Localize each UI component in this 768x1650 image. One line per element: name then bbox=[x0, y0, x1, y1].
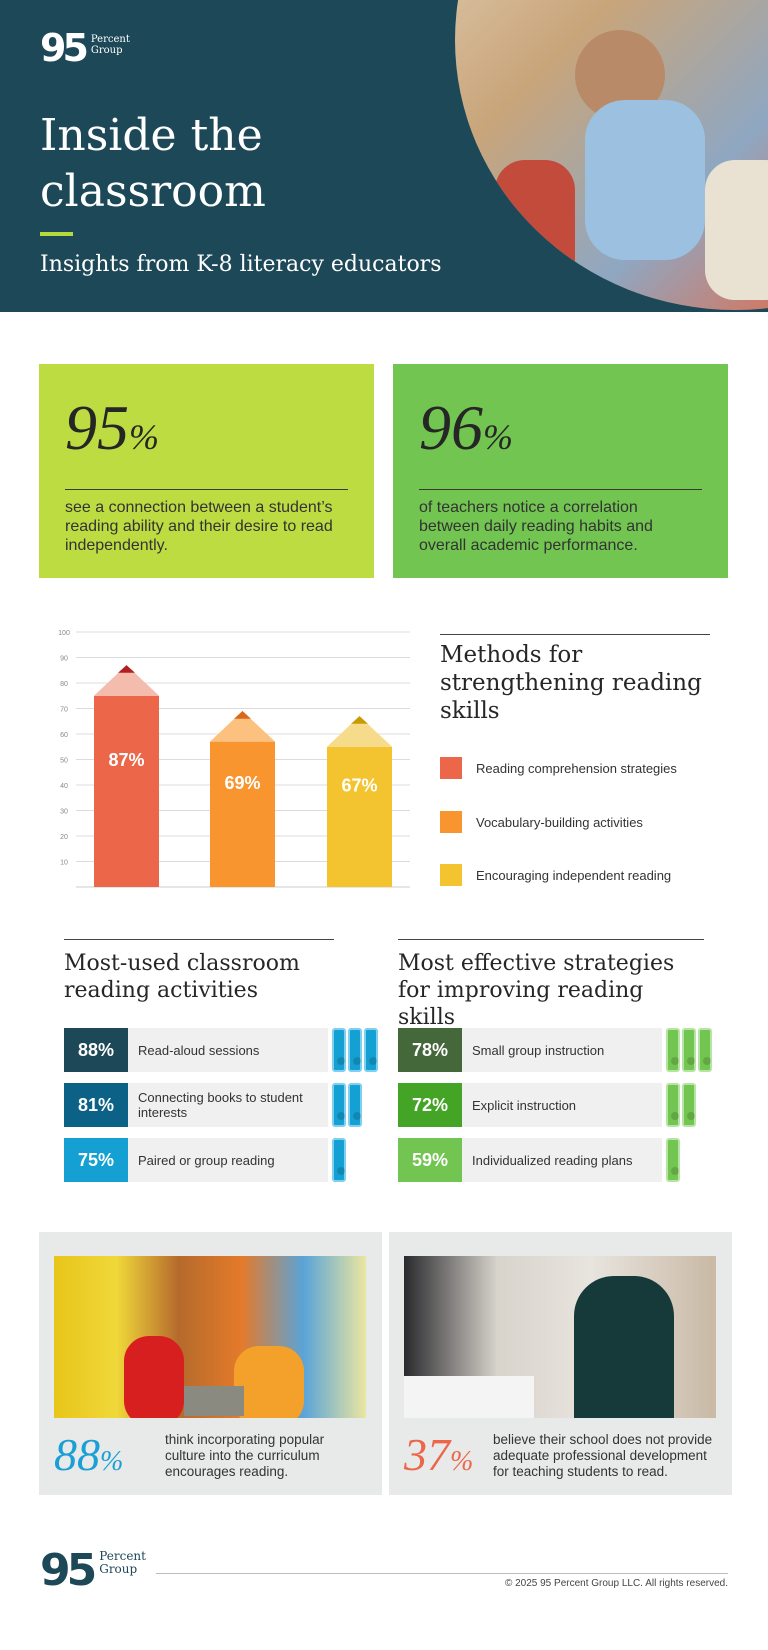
book-icon bbox=[348, 1028, 362, 1072]
legend-swatch bbox=[440, 811, 462, 833]
percent-badge: 78% bbox=[398, 1028, 462, 1072]
divider bbox=[419, 489, 702, 490]
percent-badge: 72% bbox=[398, 1083, 462, 1127]
book-icon bbox=[666, 1083, 680, 1127]
list-item: 81% Connecting books to student interests bbox=[64, 1083, 378, 1127]
bar-2 bbox=[327, 746, 392, 887]
book-icons bbox=[666, 1083, 696, 1127]
book-icon bbox=[332, 1083, 346, 1127]
stat-value: 37% bbox=[404, 1429, 474, 1480]
list-item: 88% Read-aloud sessions bbox=[64, 1028, 378, 1072]
y-tick-label: 10 bbox=[60, 860, 68, 867]
item-label: Explicit instruction bbox=[472, 1097, 577, 1113]
book-icons bbox=[332, 1138, 346, 1182]
percent-badge: 88% bbox=[64, 1028, 128, 1072]
stat-text: believe their school does not provide ad… bbox=[493, 1432, 713, 1479]
list-item: 72% Explicit instruction bbox=[398, 1083, 712, 1127]
list-item: 78% Small group instruction bbox=[398, 1028, 712, 1072]
percent-badge: 81% bbox=[64, 1083, 128, 1127]
legend-item: Reading comprehension strategies bbox=[440, 757, 677, 779]
book-icon bbox=[682, 1083, 696, 1127]
footer-divider bbox=[156, 1573, 728, 1574]
activities-title: Most-used classroom reading activities bbox=[64, 939, 334, 1004]
stat-card-37: 37% believe their school does not provid… bbox=[389, 1232, 732, 1495]
pencil-lead bbox=[118, 665, 135, 673]
stat-card-95: 95% see a connection between a student’s… bbox=[39, 364, 374, 578]
classroom-photo bbox=[455, 0, 768, 310]
legend-swatch bbox=[440, 864, 462, 886]
item-label: Connecting books to student interests bbox=[138, 1090, 303, 1120]
data-label: 87% bbox=[108, 750, 144, 770]
y-tick-label: 50 bbox=[60, 758, 68, 765]
stat-text: of teachers notice a correlation between… bbox=[419, 499, 653, 554]
logo: 95 Percent Group bbox=[40, 26, 130, 70]
book-icon bbox=[348, 1083, 362, 1127]
percent-badge: 59% bbox=[398, 1138, 462, 1182]
activities-list: 88% Read-aloud sessions 81% Connecting book… bbox=[64, 1028, 378, 1193]
item-label: Paired or group reading bbox=[138, 1152, 275, 1168]
pencil-tip bbox=[327, 716, 392, 747]
book-icons bbox=[666, 1138, 680, 1182]
book-icon bbox=[682, 1028, 696, 1072]
footer-logo: 95 Percent Group bbox=[40, 1545, 146, 1596]
list-item: 75% Paired or group reading bbox=[64, 1138, 378, 1182]
pencil-lead bbox=[351, 716, 368, 724]
y-tick-label: 70 bbox=[60, 707, 68, 714]
item-label: Read-aloud sessions bbox=[138, 1042, 260, 1058]
y-tick-label: 40 bbox=[60, 783, 68, 790]
chart-title: Methods for strengthening reading skills bbox=[440, 634, 710, 725]
stat-value: 88% bbox=[54, 1429, 124, 1480]
book-icon bbox=[698, 1028, 712, 1072]
y-tick-label: 20 bbox=[60, 834, 68, 841]
legend-item: Vocabulary-building activities bbox=[440, 811, 643, 833]
y-tick-label: 30 bbox=[60, 809, 68, 816]
stat-card-88: 88% think incorporating popular culture … bbox=[39, 1232, 382, 1495]
book-icons bbox=[666, 1028, 712, 1072]
y-tick-label: 90 bbox=[60, 656, 68, 663]
stat-card-96: 96% of teachers notice a correlation bet… bbox=[393, 364, 728, 578]
book-icon bbox=[332, 1138, 346, 1182]
data-label: 69% bbox=[224, 773, 260, 793]
y-tick-label: 100 bbox=[58, 630, 70, 637]
divider bbox=[65, 489, 348, 490]
stat-value: 95% bbox=[65, 392, 159, 463]
copyright: © 2025 95 Percent Group LLC. All rights … bbox=[504, 1578, 728, 1589]
pencil-bar-chart: 10 20 30 40 50 60 70 80 90 100 87% 69% 67% bbox=[58, 630, 410, 888]
stat-text: think incorporating popular culture into… bbox=[165, 1432, 325, 1479]
book-icon bbox=[666, 1028, 680, 1072]
page-subtitle: Insights from K-8 literacy educators bbox=[40, 252, 442, 277]
teacher-writing-photo bbox=[404, 1256, 716, 1418]
pencil-tip bbox=[94, 665, 159, 696]
legend-swatch bbox=[440, 757, 462, 779]
percent-badge: 75% bbox=[64, 1138, 128, 1182]
book-icon bbox=[332, 1028, 346, 1072]
data-label: 67% bbox=[341, 775, 377, 795]
stat-value: 96% bbox=[419, 392, 513, 463]
strategies-list: 78% Small group instruction 72% Explicit in… bbox=[398, 1028, 712, 1193]
book-icons bbox=[332, 1028, 378, 1072]
legend-item: Encouraging independent reading bbox=[440, 864, 671, 886]
page-title: Inside the classroom bbox=[40, 110, 266, 217]
pencil-tip bbox=[210, 711, 275, 742]
teacher-children-tablet-photo bbox=[54, 1256, 366, 1418]
book-icons bbox=[332, 1083, 362, 1127]
y-tick-label: 80 bbox=[60, 681, 68, 688]
book-icon bbox=[666, 1138, 680, 1182]
stat-text: see a connection between a student’s rea… bbox=[65, 499, 333, 554]
pencil-lead bbox=[234, 711, 251, 719]
accent-divider bbox=[40, 232, 73, 236]
item-label: Individualized reading plans bbox=[472, 1152, 633, 1168]
hero-header: 95 Percent Group Inside the classroom Insi… bbox=[0, 0, 768, 312]
bar-0 bbox=[94, 695, 159, 887]
y-tick-label: 60 bbox=[60, 732, 68, 739]
list-item: 59% Individualized reading plans bbox=[398, 1138, 712, 1182]
strategies-title: Most effective strategies for improving … bbox=[398, 939, 704, 1031]
item-label: Small group instruction bbox=[472, 1042, 605, 1058]
bar-1 bbox=[210, 741, 275, 887]
book-icon bbox=[364, 1028, 378, 1072]
